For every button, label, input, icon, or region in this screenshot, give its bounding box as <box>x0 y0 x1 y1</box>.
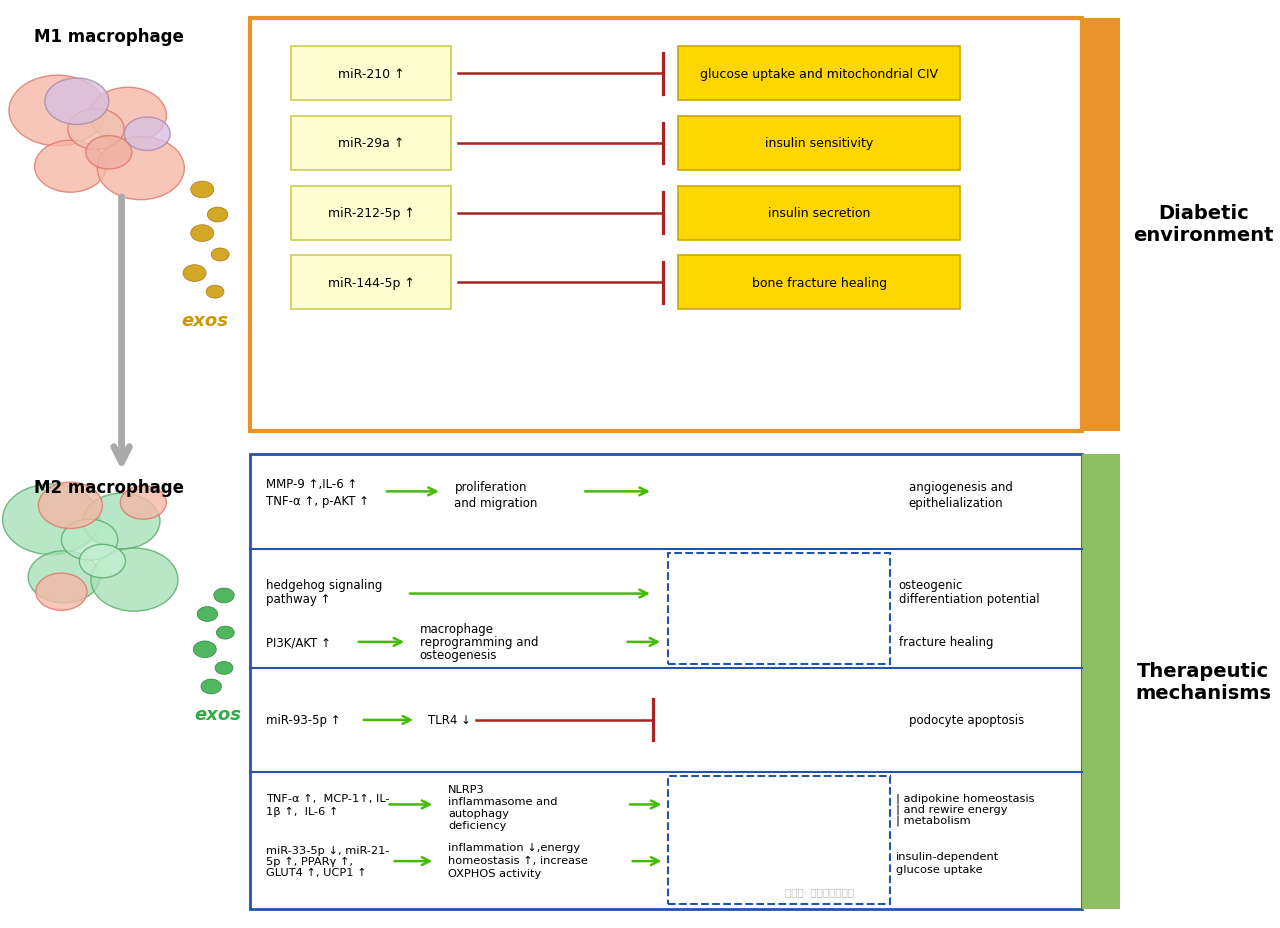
Text: miR-212-5p ↑: miR-212-5p ↑ <box>328 207 415 220</box>
Text: macrophage: macrophage <box>420 623 494 636</box>
Bar <box>250 455 1082 909</box>
Text: TNF-α ↑, p-AKT ↑: TNF-α ↑, p-AKT ↑ <box>266 495 370 508</box>
Circle shape <box>36 574 87 611</box>
Text: glucose uptake: glucose uptake <box>896 864 983 873</box>
Text: 1β ↑,  IL-6 ↑: 1β ↑, IL-6 ↑ <box>266 806 339 816</box>
Circle shape <box>207 208 228 223</box>
Bar <box>292 47 452 101</box>
Bar <box>668 776 890 904</box>
Text: homeostasis ↑, increase: homeostasis ↑, increase <box>448 856 588 865</box>
Circle shape <box>35 141 106 193</box>
Text: PI3K/AKT ↑: PI3K/AKT ↑ <box>266 636 332 649</box>
Circle shape <box>191 226 214 242</box>
Circle shape <box>191 182 214 199</box>
Text: GLUT4 ↑, UCP1 ↑: GLUT4 ↑, UCP1 ↑ <box>266 868 367 877</box>
Circle shape <box>86 136 132 170</box>
Text: insulin sensitivity: insulin sensitivity <box>765 137 873 150</box>
Text: MMP-9 ↑,IL-6 ↑: MMP-9 ↑,IL-6 ↑ <box>266 478 357 491</box>
Circle shape <box>197 607 218 622</box>
Text: miR-33-5p ↓, miR-21-: miR-33-5p ↓, miR-21- <box>266 845 389 855</box>
Text: angiogenesis and: angiogenesis and <box>909 481 1012 494</box>
Circle shape <box>193 641 216 658</box>
Circle shape <box>90 88 166 144</box>
Circle shape <box>201 679 221 694</box>
Bar <box>668 553 890 664</box>
Text: | metabolism: | metabolism <box>896 815 970 826</box>
Bar <box>678 256 960 310</box>
Circle shape <box>124 118 170 151</box>
Text: miR-93-5p ↑: miR-93-5p ↑ <box>266 714 340 727</box>
Bar <box>1082 19 1120 432</box>
Circle shape <box>215 662 233 675</box>
Text: reprogramming and: reprogramming and <box>420 636 539 649</box>
Bar <box>250 19 1082 432</box>
Text: 公众号· 杭吉泰迪干细胞: 公众号· 杭吉泰迪干细胞 <box>785 886 854 896</box>
Bar <box>292 256 452 310</box>
Text: fracture healing: fracture healing <box>899 636 993 649</box>
Text: osteogenic: osteogenic <box>899 578 963 591</box>
Text: miR-29a ↑: miR-29a ↑ <box>338 137 404 150</box>
Text: differentiation potential: differentiation potential <box>899 592 1039 605</box>
Text: hedgehog signaling: hedgehog signaling <box>266 578 383 591</box>
Text: exos: exos <box>182 311 228 329</box>
Circle shape <box>83 494 160 549</box>
Bar <box>1082 455 1120 909</box>
Bar <box>292 187 452 240</box>
Text: deficiency: deficiency <box>448 820 507 830</box>
Text: | and rewire energy: | and rewire energy <box>896 804 1007 815</box>
Text: insulin-dependent: insulin-dependent <box>896 851 1000 860</box>
Circle shape <box>216 626 234 639</box>
Circle shape <box>68 110 124 150</box>
Circle shape <box>61 520 118 561</box>
Text: M1 macrophage: M1 macrophage <box>33 28 184 46</box>
Circle shape <box>91 548 178 612</box>
Text: autophagy: autophagy <box>448 808 509 818</box>
Bar <box>678 187 960 240</box>
Text: TNF-α ↑,  MCP-1↑, IL-: TNF-α ↑, MCP-1↑, IL- <box>266 793 389 803</box>
Circle shape <box>120 486 166 520</box>
Text: TLR4 ↓: TLR4 ↓ <box>428 714 471 727</box>
Text: NLRP3: NLRP3 <box>448 784 485 793</box>
Text: proliferation: proliferation <box>454 481 527 494</box>
Text: glucose uptake and mitochondrial CIV: glucose uptake and mitochondrial CIV <box>700 68 938 81</box>
Circle shape <box>28 551 100 603</box>
Text: podocyte apoptosis: podocyte apoptosis <box>909 714 1024 727</box>
Text: inflammasome and: inflammasome and <box>448 796 558 806</box>
Bar <box>292 117 452 171</box>
Circle shape <box>211 249 229 262</box>
Text: pathway ↑: pathway ↑ <box>266 592 330 605</box>
Circle shape <box>79 545 125 578</box>
Circle shape <box>206 286 224 299</box>
Text: inflammation ↓,energy: inflammation ↓,energy <box>448 843 580 852</box>
Circle shape <box>45 79 109 125</box>
Text: miR-210 ↑: miR-210 ↑ <box>338 68 404 81</box>
Text: exos: exos <box>195 705 241 724</box>
Circle shape <box>3 484 100 555</box>
Circle shape <box>38 483 102 529</box>
Text: osteogenesis: osteogenesis <box>420 649 498 662</box>
Text: bone fracture healing: bone fracture healing <box>751 277 887 290</box>
Text: Therapeutic
mechanisms: Therapeutic mechanisms <box>1135 662 1271 702</box>
Circle shape <box>97 137 184 200</box>
Text: | adipokine homeostasis: | adipokine homeostasis <box>896 793 1034 804</box>
Bar <box>678 47 960 101</box>
Bar <box>678 117 960 171</box>
Text: epithelialization: epithelialization <box>909 496 1004 509</box>
Text: Diabetic
environment: Diabetic environment <box>1133 204 1274 245</box>
Text: M2 macrophage: M2 macrophage <box>33 478 184 496</box>
Text: insulin secretion: insulin secretion <box>768 207 870 220</box>
Text: and migration: and migration <box>454 496 538 509</box>
Circle shape <box>214 588 234 603</box>
Text: miR-144-5p ↑: miR-144-5p ↑ <box>328 277 415 290</box>
Text: OXPHOS activity: OXPHOS activity <box>448 869 541 878</box>
Circle shape <box>9 76 106 147</box>
Circle shape <box>183 265 206 282</box>
Text: 5p ↑, PPARγ ↑,: 5p ↑, PPARγ ↑, <box>266 857 353 866</box>
